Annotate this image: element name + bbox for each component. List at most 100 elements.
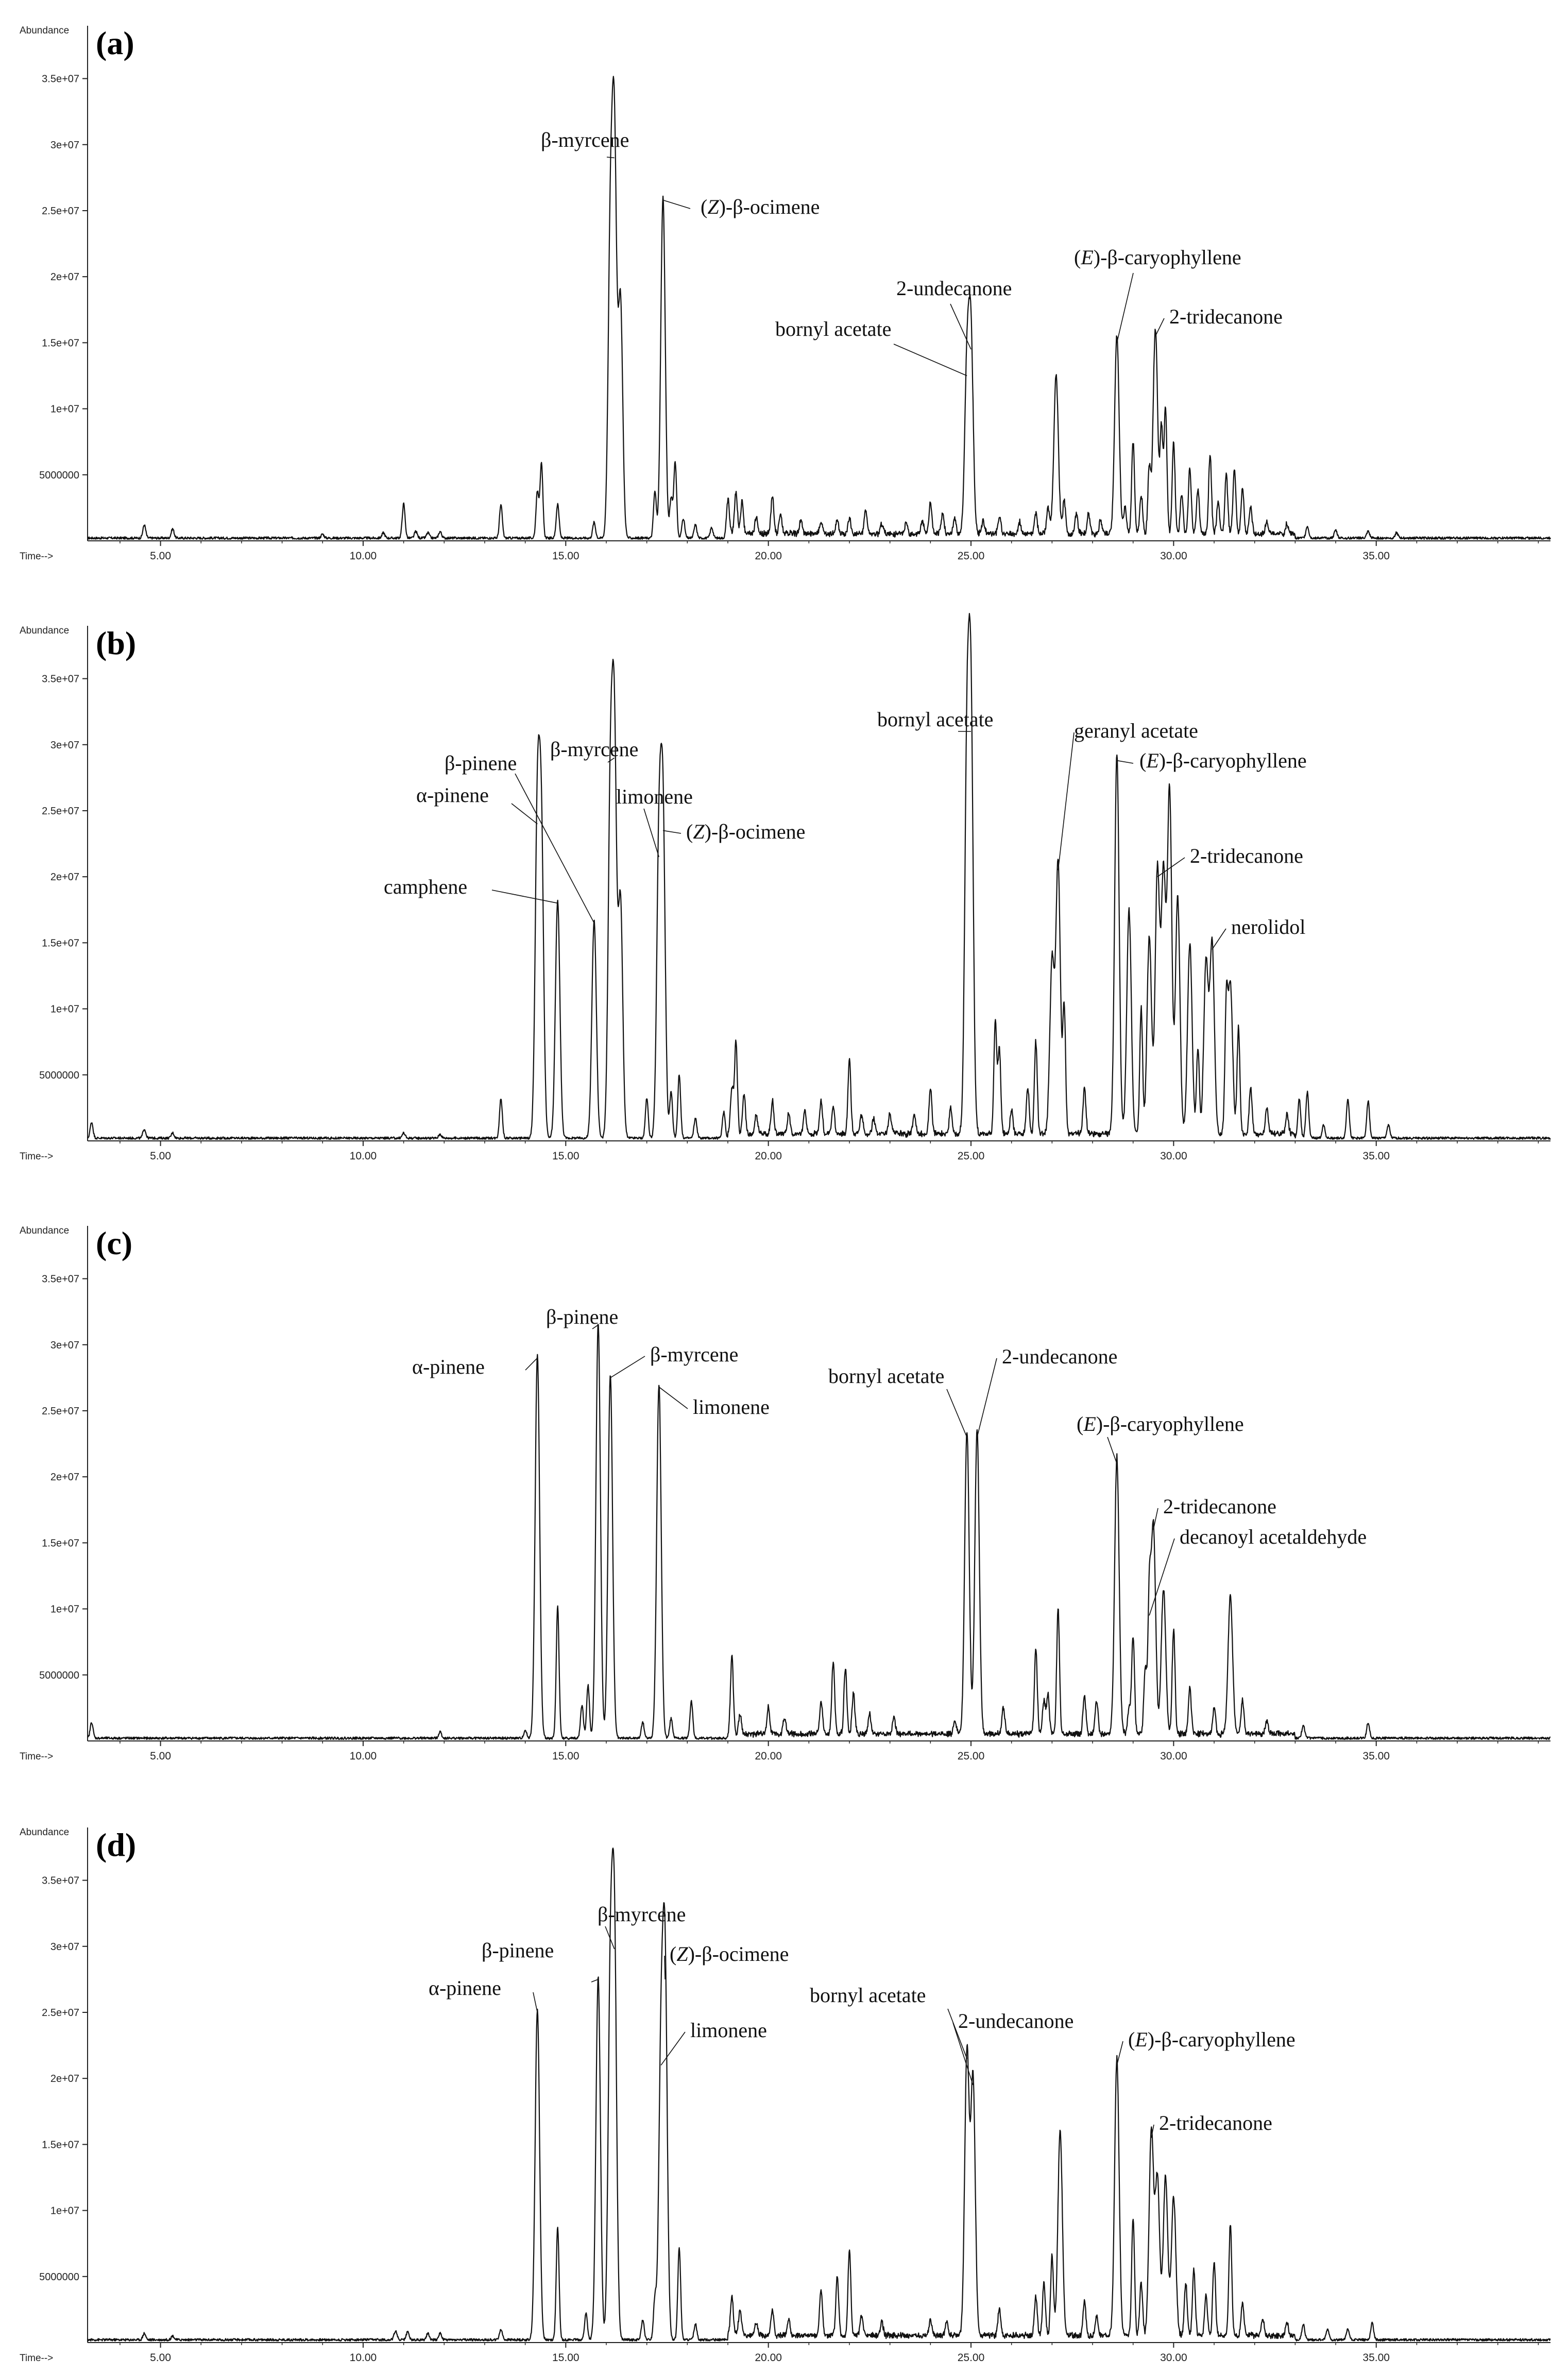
peak-annotation: 2-tridecanone	[1159, 2111, 1272, 2134]
annotation-leader	[977, 1358, 997, 1438]
x-tick-label: 15.00	[552, 2352, 580, 2364]
peak-annotation: (E)-β-caryophyllene	[1077, 1412, 1244, 1436]
peak-annotation: 2-undecanone	[1002, 1345, 1117, 1368]
y-tick-label: 2.5e+07	[42, 206, 79, 217]
annotation-leader	[1107, 1437, 1117, 1464]
y-tick-label: 1e+07	[50, 1004, 79, 1015]
x-tick-label: 5.00	[150, 1150, 171, 1162]
peak-annotation: bornyl acetate	[828, 1364, 944, 1388]
x-tick-label: 10.00	[350, 1750, 377, 1762]
annotation-leader	[660, 2031, 686, 2066]
x-tick-label: 10.00	[350, 1150, 377, 1162]
y-tick-label: 2e+07	[50, 1472, 79, 1483]
annotation-leader	[946, 1389, 967, 1438]
peak-annotation: β-myrcene	[541, 128, 629, 151]
annotation-leader	[610, 1356, 645, 1378]
annotation-leader	[662, 830, 681, 834]
annotation-leader	[952, 2022, 974, 2086]
x-tick-label: 10.00	[350, 2352, 377, 2364]
x-axis-label: Time-->	[20, 1751, 53, 1762]
peak-annotation: β-pinene	[445, 751, 517, 775]
x-tick-label: 25.00	[958, 1750, 985, 1762]
y-tick-label: 5000000	[39, 1070, 79, 1081]
chromatogram-trace	[87, 1324, 1551, 1740]
x-tick-label: 25.00	[958, 2352, 985, 2364]
peak-annotation: (E)-β-caryophyllene	[1128, 2028, 1296, 2051]
x-tick-label: 30.00	[1160, 2352, 1187, 2364]
peak-annotation: decanoyl acetaldehyde	[1180, 1525, 1367, 1548]
x-tick-label: 20.00	[755, 550, 782, 562]
y-tick-label: 1e+07	[50, 1604, 79, 1615]
y-axis-label: Abundance	[20, 1827, 69, 1838]
annotation-leader	[893, 344, 967, 377]
peak-annotation: camphene	[384, 875, 467, 898]
x-tick-label: 30.00	[1160, 1150, 1187, 1162]
panel-c: (c) Abundance 5000000 1e+07 1.5e+07 2e+07 2.5e…	[20, 1225, 1551, 1762]
peak-annotation: limonene	[693, 1395, 770, 1419]
peak-annotation: α-pinene	[416, 783, 489, 807]
x-tick-label: 30.00	[1160, 1750, 1187, 1762]
annotation-leader	[658, 1387, 688, 1409]
y-tick-label: 1.5e+07	[42, 337, 79, 349]
x-tick-label: 30.00	[1160, 550, 1187, 562]
annotation-leader	[605, 1926, 615, 1950]
peak-annotation: bornyl acetate	[810, 1984, 926, 2007]
annotation-leader	[607, 757, 615, 763]
peak-annotation: (Z)-β-ocimene	[686, 820, 805, 843]
y-tick-label: 1e+07	[50, 2206, 79, 2217]
y-tick-label: 2e+07	[50, 271, 79, 283]
y-tick-label: 5000000	[39, 1670, 79, 1681]
y-tick-label: 3.5e+07	[42, 1274, 79, 1285]
annotation-leader	[1116, 272, 1134, 343]
peak-annotation: bornyl acetate	[775, 317, 891, 340]
y-tick-label: 3e+07	[50, 740, 79, 751]
y-tick-label: 2.5e+07	[42, 806, 79, 817]
annotation-leader	[515, 773, 595, 924]
peak-annotation: β-myrcene	[650, 1343, 738, 1366]
x-tick-label: 25.00	[958, 1150, 985, 1162]
panel-label: (a)	[96, 25, 134, 61]
x-tick-label: 5.00	[150, 2352, 171, 2364]
x-tick-label: 35.00	[1362, 1750, 1390, 1762]
peak-annotation: 2-tridecanone	[1169, 305, 1283, 328]
peak-annotation: β-pinene	[482, 1939, 554, 1962]
peak-annotation: limonene	[616, 785, 693, 808]
annotation-leader	[664, 1955, 666, 1979]
annotation-leader	[662, 199, 691, 209]
x-tick-label: 5.00	[150, 1750, 171, 1762]
x-tick-label: 20.00	[755, 1750, 782, 1762]
y-tick-label: 3.5e+07	[42, 1875, 79, 1887]
y-axis-label: Abundance	[20, 625, 69, 636]
chromatogram-trace	[87, 612, 1551, 1140]
peak-annotation: β-myrcene	[550, 738, 638, 761]
x-tick-label: 35.00	[1362, 2352, 1390, 2364]
panel-b: (b) Abundance 5000000 1e+07 1.5e+07 2e+07 2.5e…	[20, 612, 1551, 1162]
y-tick-label: 1.5e+07	[42, 2139, 79, 2150]
annotation-leader	[1149, 1538, 1175, 1616]
y-tick-label: 5000000	[39, 2271, 79, 2283]
peak-annotation: 2-tridecanone	[1190, 844, 1303, 867]
y-tick-label: 2e+07	[50, 2073, 79, 2084]
annotation-leader	[1153, 1508, 1158, 1530]
x-tick-label: 20.00	[755, 1150, 782, 1162]
x-tick-label: 15.00	[552, 550, 580, 562]
x-tick-label: 35.00	[1362, 1150, 1390, 1162]
y-tick-label: 3e+07	[50, 140, 79, 151]
panel-d: (d) Abundance 5000000 1e+07 1.5e+07 2e+07 2.5e…	[20, 1826, 1551, 2364]
annotation-leader	[1151, 2124, 1154, 2138]
peak-annotation: (E)-β-caryophyllene	[1139, 749, 1307, 772]
x-tick-label: 5.00	[150, 550, 171, 562]
panel-a: (a) Abundance 5000000 1e+07 1.5e+07 2e+07 2.5e…	[20, 25, 1552, 562]
peak-annotation: α-pinene	[412, 1355, 485, 1378]
y-tick-label: 3.5e+07	[42, 674, 79, 685]
annotation-leader	[947, 2008, 967, 2059]
peak-annotation: (Z)-β-ocimene	[701, 195, 820, 218]
y-tick-label: 3e+07	[50, 1941, 79, 1953]
y-tick-label: 5000000	[39, 470, 79, 481]
annotation-leader	[591, 1979, 599, 1983]
y-tick-label: 1.5e+07	[42, 1537, 79, 1549]
x-tick-label: 25.00	[958, 550, 985, 562]
peak-annotation: 2-tridecanone	[1163, 1495, 1276, 1518]
